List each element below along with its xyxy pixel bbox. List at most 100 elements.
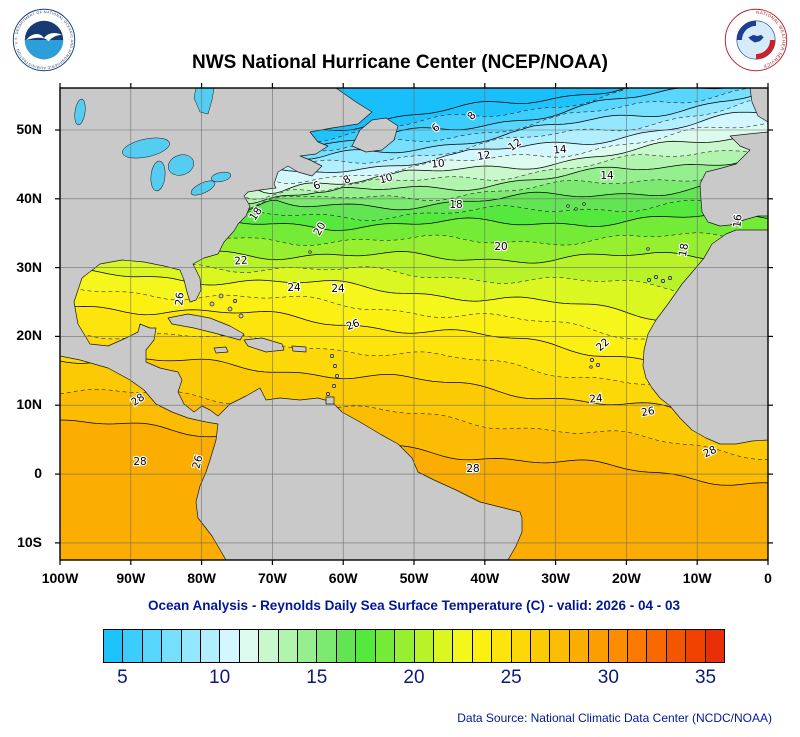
- contour-label: 26: [345, 317, 362, 333]
- colorbar-cell: [686, 630, 706, 662]
- island-bermuda: [308, 250, 312, 254]
- colorbar-tick-label: 10: [209, 667, 231, 688]
- contour-label: 26: [640, 405, 656, 419]
- islands-bahamas: [209, 293, 244, 319]
- colorbar-cell: [336, 630, 357, 662]
- lake-winnipeg: [74, 98, 86, 126]
- colorbar-cell: [511, 630, 531, 662]
- x-axis-labels: 100W 90W 80W 70W 60W 50W 40W 30W 20W 10W 0: [42, 568, 776, 590]
- land-newfoundland: [351, 117, 399, 153]
- land-france-iberia: [699, 131, 768, 227]
- x-axis-label: 60W: [328, 570, 358, 586]
- x-axis-label: 20W: [611, 570, 641, 586]
- contour-label: 10: [431, 157, 445, 170]
- contour-label: 16: [731, 214, 744, 229]
- contour-label: 22: [234, 254, 248, 267]
- land-cuba: [167, 313, 245, 341]
- land-trinidad: [325, 396, 335, 405]
- colorbar-tick-label: 25: [500, 667, 522, 688]
- y-axis-label: 30N: [16, 258, 42, 275]
- colorbar-cell: [666, 630, 687, 662]
- contour-label: 14: [600, 170, 614, 182]
- lakes: [74, 88, 232, 196]
- islands-lesser-antilles: [326, 354, 339, 396]
- land-americas: [60, 88, 523, 560]
- x-axis-label: 50W: [399, 570, 429, 586]
- y-axis-label: 0: [34, 465, 42, 482]
- lake-huron: [168, 154, 194, 176]
- colorbar-cell: [104, 630, 124, 662]
- contour-label: 18: [677, 242, 691, 257]
- islands-cape-verde: [589, 358, 600, 369]
- colorbar-tick-label: 15: [306, 667, 328, 688]
- caption: Ocean Analysis - Reynolds Daily Sea Surf…: [148, 598, 680, 613]
- page-title: NWS National Hurricane Center (NCEP/NOAA…: [192, 52, 608, 73]
- colorbar-cell: [298, 630, 318, 662]
- colorbar-cell: [123, 630, 143, 662]
- island-madeira: [646, 247, 650, 251]
- james-bay: [193, 88, 215, 115]
- colorbar-cell: [472, 630, 493, 662]
- nws-logo-icon: NATIONAL WEATHER SERVICE: [724, 8, 788, 72]
- colorbar-cell: [492, 630, 512, 662]
- colorbar-tick-label: 20: [403, 667, 425, 688]
- land-africa: [642, 229, 768, 445]
- nws-map-glyph: [748, 34, 764, 43]
- contour-label: 14: [553, 143, 568, 156]
- colorbar-cell: [705, 630, 724, 662]
- map-area: 50N 40N 30N 20N 10N 0 10S: [16, 80, 776, 568]
- land-hispaniola: [243, 337, 285, 353]
- x-axis-label: 10W: [682, 570, 712, 586]
- noaa-gull-icon: [26, 33, 62, 42]
- noaa-sea: [24, 40, 64, 60]
- colorbar-tick-label: 5: [117, 667, 128, 688]
- axis-ticks: [55, 83, 773, 565]
- sst-band: [60, 331, 768, 431]
- colorbar-cell: [414, 630, 434, 662]
- colorbar-cell: [356, 630, 376, 662]
- islands-canary: [647, 275, 672, 283]
- header: NATIONAL OCEANIC AND ATMOSPHERIC ADMINIS…: [0, 0, 800, 80]
- x-axis-label: 0: [764, 570, 772, 586]
- colorbar-cell: [627, 630, 648, 662]
- contour-label: 20: [494, 241, 507, 253]
- y-axis-label: 10N: [16, 396, 42, 413]
- land-jamaica: [213, 346, 229, 354]
- land-masses: [60, 88, 768, 560]
- lake-erie: [190, 180, 216, 196]
- contour-label: 24: [589, 392, 604, 405]
- x-axis-label: 30W: [541, 570, 570, 586]
- colorbar-cell: [220, 630, 240, 662]
- x-axis-label: 40W: [470, 570, 500, 586]
- land-puerto-rico: [291, 345, 307, 353]
- nws-red-band: [756, 40, 776, 60]
- colorbar-cell: [453, 630, 473, 662]
- x-axis-label: 80W: [187, 570, 216, 586]
- colorbar-labels: 5 10 15 20 25 30 35: [103, 667, 725, 695]
- colorbar-cell: [181, 630, 202, 662]
- lake-michigan: [150, 160, 166, 192]
- colorbar-cell: [278, 630, 299, 662]
- colorbar-cell: [395, 630, 415, 662]
- y-axis-label: 50N: [16, 121, 42, 138]
- colorbar-cell: [589, 630, 609, 662]
- nws-blue-band: [736, 20, 756, 40]
- colorbar: [103, 629, 725, 663]
- colorbar-cell: [201, 630, 221, 662]
- colorbar-cell: [142, 630, 163, 662]
- x-axis-label: 100W: [41, 570, 79, 586]
- contour-label: 24: [287, 282, 301, 294]
- colorbar-cell: [569, 630, 590, 662]
- colorbar-tick-label: 35: [694, 667, 717, 688]
- land-england: [749, 88, 768, 123]
- noaa-logo-icon: NATIONAL OCEANIC AND ATMOSPHERIC ADMINIS…: [12, 8, 76, 72]
- contour-label: 12: [476, 149, 491, 163]
- y-axis-label: 20N: [16, 327, 42, 344]
- lake-ontario: [210, 171, 232, 183]
- y-axis-labels: 50N 40N 30N 20N 10N 0 10S: [2, 80, 46, 568]
- colorbar-cell: [375, 630, 396, 662]
- colorbar-cell: [162, 630, 182, 662]
- x-axis-label: 70W: [257, 570, 287, 586]
